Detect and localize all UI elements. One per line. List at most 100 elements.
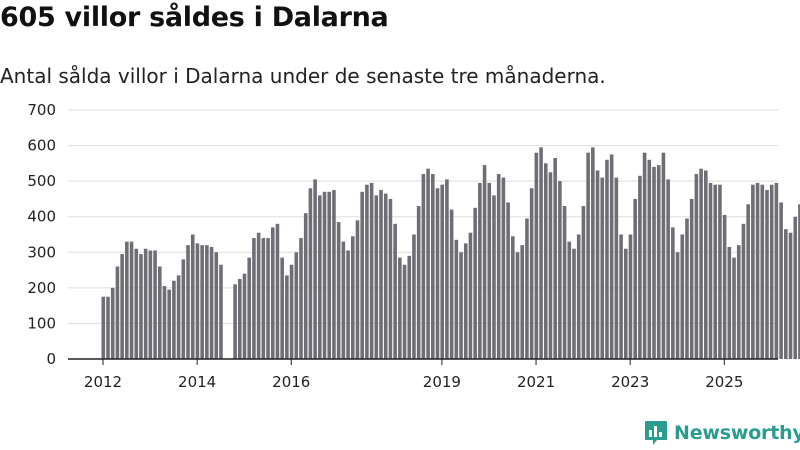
- bar: [426, 168, 430, 359]
- bar: [572, 248, 576, 359]
- bar: [209, 246, 214, 359]
- bar: [501, 177, 506, 359]
- bar: [181, 259, 186, 359]
- bar: [101, 296, 106, 359]
- bar: [214, 252, 219, 359]
- bar: [110, 287, 115, 359]
- bar: [167, 289, 171, 359]
- bar: [134, 248, 139, 359]
- bar: [200, 245, 204, 359]
- bar: [238, 278, 242, 359]
- bar: [718, 184, 722, 359]
- bar: [247, 257, 252, 359]
- bar: [534, 152, 539, 359]
- bar: [430, 174, 435, 359]
- chart-subtitle: Antal sålda villor i Dalarna under de se…: [0, 64, 606, 88]
- bar: [727, 246, 732, 359]
- bar: [671, 227, 675, 359]
- bar: [303, 213, 308, 359]
- chart-title: 605 villor såldes i Dalarna: [0, 2, 389, 33]
- bar: [685, 218, 689, 359]
- x-tick-label: 2016: [272, 373, 310, 391]
- bar: [219, 264, 223, 359]
- bar: [675, 252, 680, 359]
- bar: [793, 216, 798, 359]
- bar: [143, 248, 148, 359]
- bar: [779, 202, 783, 359]
- bar: [139, 254, 143, 359]
- bar: [435, 188, 440, 359]
- bar: [346, 250, 350, 359]
- bar: [459, 252, 463, 359]
- bar: [492, 195, 496, 359]
- bar: [299, 238, 303, 359]
- bar: [661, 152, 666, 359]
- bar: [703, 170, 708, 359]
- bar: [270, 227, 275, 359]
- bar: [628, 234, 633, 359]
- bar: [576, 234, 581, 359]
- bar: [694, 174, 699, 359]
- x-tick-label: 2012: [84, 373, 122, 391]
- bar: [379, 190, 383, 359]
- y-tick-label: 0: [46, 350, 56, 368]
- bar: [633, 198, 637, 359]
- bar: [190, 234, 195, 359]
- bar: [732, 257, 736, 359]
- bar: [449, 209, 454, 359]
- bar: [656, 165, 661, 359]
- bar: [689, 198, 694, 359]
- bar: [666, 179, 670, 359]
- bar: [308, 188, 313, 359]
- bar: [402, 264, 407, 359]
- bar: [751, 184, 755, 359]
- bar: [186, 245, 190, 359]
- bar: [652, 166, 656, 359]
- bar: [336, 222, 341, 359]
- bar: [482, 165, 487, 359]
- bar: [600, 177, 605, 359]
- bar: [440, 184, 445, 359]
- bar: [558, 181, 562, 359]
- newsworthy-brand[interactable]: Newsworthy: [644, 420, 800, 446]
- bar: [562, 206, 567, 359]
- bar: [233, 284, 237, 359]
- bar: [176, 275, 181, 359]
- bar: [468, 232, 473, 359]
- bar: [327, 191, 332, 359]
- y-tick-label: 400: [27, 208, 56, 226]
- bar: [148, 250, 153, 359]
- bar: [275, 223, 280, 359]
- bar-chart: 0 100 200 300 400 500 600 700 2012 2014 2016 2019 20…: [27, 101, 800, 391]
- x-tick-label: 2025: [705, 373, 743, 391]
- bar: [736, 245, 741, 359]
- bar: [407, 255, 412, 359]
- bar: [638, 175, 642, 359]
- bar: [205, 245, 209, 359]
- bar: [788, 232, 793, 359]
- bar: [388, 198, 393, 359]
- bar: [350, 236, 355, 359]
- bar: [365, 184, 369, 359]
- bar: [680, 234, 685, 359]
- bar: [539, 147, 543, 359]
- bar: [294, 252, 299, 359]
- y-tick-label: 300: [27, 243, 56, 261]
- x-tick-label: 2014: [178, 373, 216, 391]
- bar: [515, 252, 520, 359]
- bar: [755, 182, 760, 359]
- bar: [115, 266, 120, 359]
- brand-name[interactable]: Newsworthy: [674, 422, 800, 444]
- bar: [318, 195, 322, 359]
- bar: [760, 184, 765, 359]
- bar: [591, 147, 595, 359]
- y-tick-label: 500: [27, 172, 56, 190]
- bar: [106, 296, 110, 359]
- bar: [609, 154, 614, 359]
- bar: [784, 229, 788, 359]
- y-tick-label: 700: [27, 101, 56, 119]
- bar: [172, 280, 176, 359]
- bar: [478, 182, 482, 359]
- bar: [623, 248, 628, 359]
- bar: [374, 195, 379, 359]
